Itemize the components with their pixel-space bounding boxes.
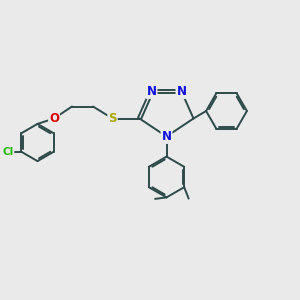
Text: O: O bbox=[49, 112, 59, 125]
Text: N: N bbox=[176, 85, 187, 98]
Text: Cl: Cl bbox=[2, 147, 14, 157]
Text: S: S bbox=[108, 112, 117, 125]
Text: N: N bbox=[146, 85, 157, 98]
Text: N: N bbox=[161, 130, 172, 143]
